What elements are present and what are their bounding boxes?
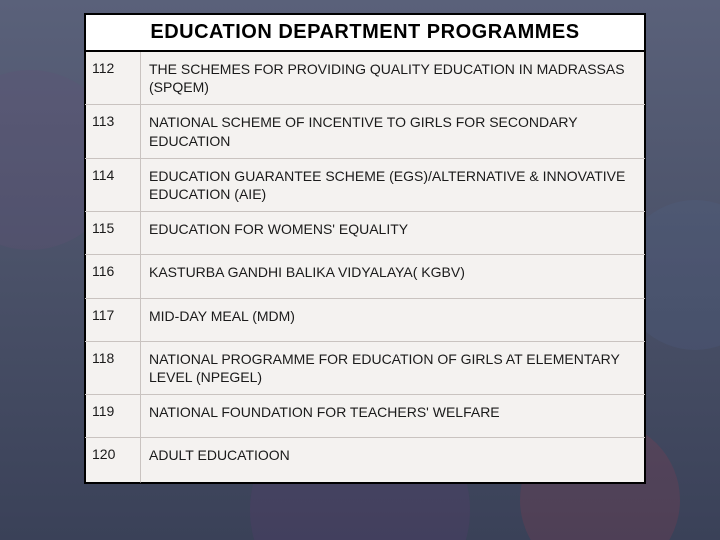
table-row: 117 MID-DAY MEAL (MDM) [85,298,645,341]
row-text: MID-DAY MEAL (MDM) [141,299,645,341]
row-text: THE SCHEMES FOR PROVIDING QUALITY EDUCAT… [141,52,645,104]
row-number: 116 [85,255,141,297]
row-text: ADULT EDUCATIOON [141,438,645,483]
row-number: 113 [85,105,141,157]
row-text: EDUCATION GUARANTEE SCHEME (EGS)/ALTERNA… [141,159,645,211]
row-number: 112 [85,52,141,104]
row-text: EDUCATION FOR WOMENS' EQUALITY [141,212,645,254]
row-number: 114 [85,159,141,211]
table-row: 118 NATIONAL PROGRAMME FOR EDUCATION OF … [85,341,645,394]
row-text: NATIONAL FOUNDATION FOR TEACHERS' WELFAR… [141,395,645,437]
table-row: 116 KASTURBA GANDHI BALIKA VIDYALAYA( KG… [85,254,645,297]
row-number: 115 [85,212,141,254]
table-row: 115 EDUCATION FOR WOMENS' EQUALITY [85,211,645,254]
table-row: 119 NATIONAL FOUNDATION FOR TEACHERS' WE… [85,394,645,437]
row-number: 120 [85,438,141,483]
table-row: 120 ADULT EDUCATIOON [85,437,645,483]
row-text: KASTURBA GANDHI BALIKA VIDYALAYA( KGBV) [141,255,645,297]
row-text: NATIONAL SCHEME OF INCENTIVE TO GIRLS FO… [141,105,645,157]
row-number: 117 [85,299,141,341]
slide-root: EDUCATION DEPARTMENT PROGRAMMES 112 THE … [0,0,720,540]
table-body: 112 THE SCHEMES FOR PROVIDING QUALITY ED… [85,51,645,483]
row-number: 118 [85,342,141,394]
row-number: 119 [85,395,141,437]
row-text: NATIONAL PROGRAMME FOR EDUCATION OF GIRL… [141,342,645,394]
programmes-table: EDUCATION DEPARTMENT PROGRAMMES 112 THE … [85,14,645,483]
table-row: 114 EDUCATION GUARANTEE SCHEME (EGS)/ALT… [85,158,645,211]
table-row: 112 THE SCHEMES FOR PROVIDING QUALITY ED… [85,51,645,104]
table-row: 113 NATIONAL SCHEME OF INCENTIVE TO GIRL… [85,104,645,157]
table-title: EDUCATION DEPARTMENT PROGRAMMES [85,14,645,51]
